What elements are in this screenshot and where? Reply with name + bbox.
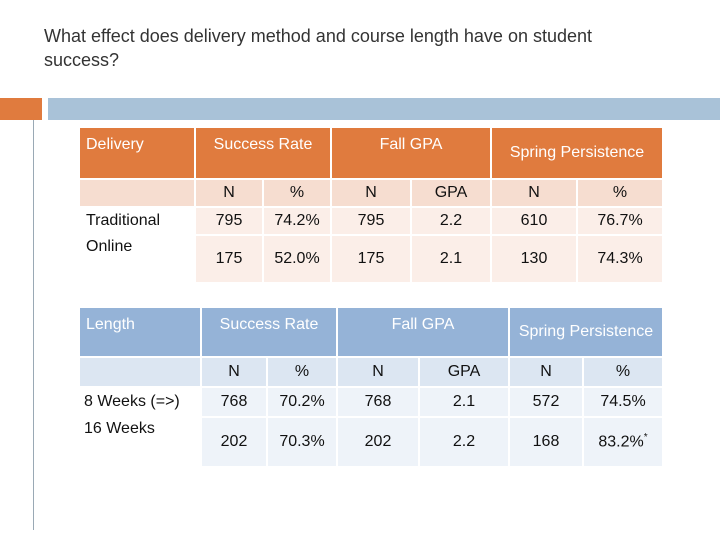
group-success-rate: Success Rate	[194, 126, 332, 180]
table-cell: 175	[194, 234, 264, 284]
subheader-cell: %	[266, 356, 338, 388]
table-cell: 795	[194, 206, 264, 236]
table-cell: 2.2	[410, 206, 492, 236]
table-cell: 52.0%	[262, 234, 332, 284]
table-cell-footnoted: 83.2%*	[582, 416, 664, 468]
row-label: 16 Weeks	[78, 416, 202, 468]
table-row: Online 175 52.0% 175 2.1 130 74.3%	[78, 234, 664, 284]
table-cell: 70.2%	[266, 386, 338, 418]
group-fall-gpa: Fall GPA	[330, 126, 492, 180]
table-cell: 795	[330, 206, 412, 236]
row-header-length: Length	[78, 306, 202, 358]
table-cell: 70.3%	[266, 416, 338, 468]
table-cell: 130	[490, 234, 578, 284]
subheader-cell: %	[582, 356, 664, 388]
vertical-rule	[33, 120, 34, 530]
table-row: Traditional 795 74.2% 795 2.2 610 76.7%	[78, 206, 664, 236]
table-cell: 175	[330, 234, 412, 284]
slide-title: What effect does delivery method and cou…	[44, 26, 593, 70]
footnote-mark: *	[643, 432, 648, 444]
accent-bar-orange	[0, 98, 42, 120]
table-row: 8 Weeks (=>) 768 70.2% 768 2.1 572 74.5%	[78, 386, 664, 418]
group-header-row: Length Success Rate Fall GPA Spring Pers…	[78, 306, 664, 358]
row-label: Online	[78, 234, 196, 284]
group-fall-gpa: Fall GPA	[336, 306, 510, 358]
table-cell: 768	[336, 386, 420, 418]
group-spring-persistence: Spring Persistence	[490, 126, 664, 180]
subheader-cell: GPA	[418, 356, 510, 388]
group-header-row: Delivery Success Rate Fall GPA Spring Pe…	[78, 126, 664, 180]
table-cell: 2.1	[418, 386, 510, 418]
subheader-row: N % N GPA N %	[78, 356, 664, 388]
table-cell: 74.5%	[582, 386, 664, 418]
table-cell: 76.7%	[576, 206, 664, 236]
table-cell: 768	[200, 386, 268, 418]
group-spring-persistence: Spring Persistence	[508, 306, 664, 358]
table-cell: 168	[508, 416, 584, 468]
subheader-blank	[78, 178, 196, 208]
table-cell: 572	[508, 386, 584, 418]
table-cell: 74.3%	[576, 234, 664, 284]
row-header-delivery: Delivery	[78, 126, 196, 180]
subheader-row: N % N GPA N %	[78, 178, 664, 208]
subheader-cell: N	[490, 178, 578, 208]
row-label: Traditional	[78, 206, 196, 236]
table-row: 16 Weeks 202 70.3% 202 2.2 168 83.2%*	[78, 416, 664, 468]
row-label: 8 Weeks (=>)	[78, 386, 202, 418]
subheader-cell: N	[330, 178, 412, 208]
subheader-cell: %	[576, 178, 664, 208]
subheader-cell: GPA	[410, 178, 492, 208]
table-cell: 610	[490, 206, 578, 236]
subheader-cell: %	[262, 178, 332, 208]
accent-bar-blue	[48, 98, 720, 120]
table-cell: 74.2%	[262, 206, 332, 236]
cell-value: 83.2%	[598, 433, 644, 451]
table-cell: 2.1	[410, 234, 492, 284]
table-cell: 2.2	[418, 416, 510, 468]
length-table: Length Success Rate Fall GPA Spring Pers…	[78, 306, 664, 468]
delivery-table: Delivery Success Rate Fall GPA Spring Pe…	[78, 126, 664, 284]
group-success-rate: Success Rate	[200, 306, 338, 358]
table-cell: 202	[200, 416, 268, 468]
table-cell: 202	[336, 416, 420, 468]
subheader-cell: N	[200, 356, 268, 388]
subheader-cell: N	[336, 356, 420, 388]
subheader-cell: N	[508, 356, 584, 388]
subheader-cell: N	[194, 178, 264, 208]
subheader-blank	[78, 356, 202, 388]
